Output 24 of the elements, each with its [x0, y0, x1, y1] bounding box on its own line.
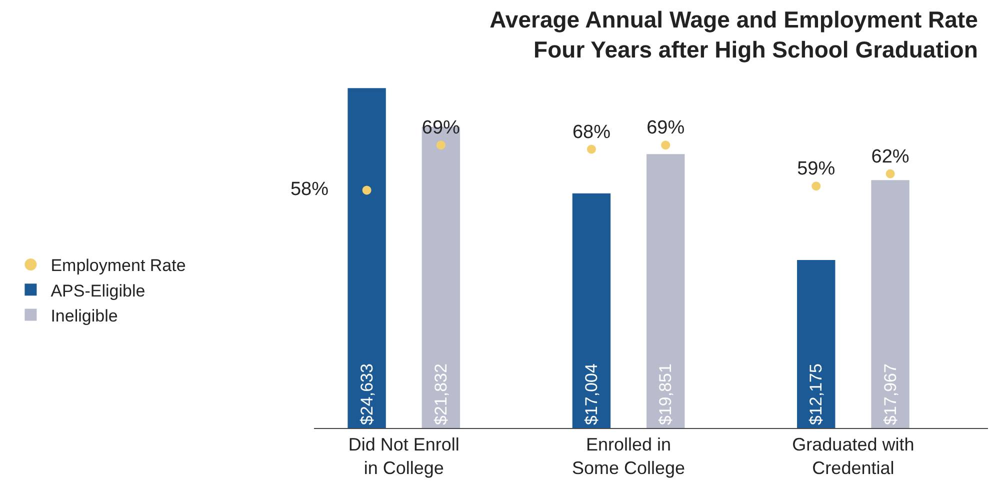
legend-label: Ineligible	[50, 306, 118, 326]
data-label: $17,004	[582, 364, 601, 425]
data-label: $17,967	[880, 364, 900, 425]
bar	[797, 260, 836, 428]
data-label: $21,832	[431, 364, 450, 425]
bar	[646, 154, 685, 428]
data-label: $12,175	[806, 364, 826, 425]
data-label: 58%	[290, 178, 360, 200]
data-label: 69%	[646, 118, 685, 139]
chart-title: Average Annual Wage and Employment Rate Four Years after High School Graduation	[490, 6, 978, 62]
bar	[348, 88, 386, 428]
data-label: $19,851	[656, 364, 676, 425]
bar	[871, 180, 910, 428]
legend-label: Employment Rate	[50, 256, 186, 276]
x-tick-label: Enrolled in Some College	[572, 434, 686, 478]
data-label: 59%	[797, 158, 836, 180]
data-label: 62%	[871, 146, 910, 168]
x-tick-label: Graduated with Credential	[792, 434, 914, 478]
bar	[572, 193, 611, 428]
data-label: 69%	[422, 118, 460, 139]
legend-label: APS-Eligible	[50, 281, 146, 300]
x-tick-label: Did Not Enroll in College	[348, 434, 460, 478]
data-label: $24,633	[357, 364, 376, 425]
data-label: 68%	[572, 122, 611, 143]
